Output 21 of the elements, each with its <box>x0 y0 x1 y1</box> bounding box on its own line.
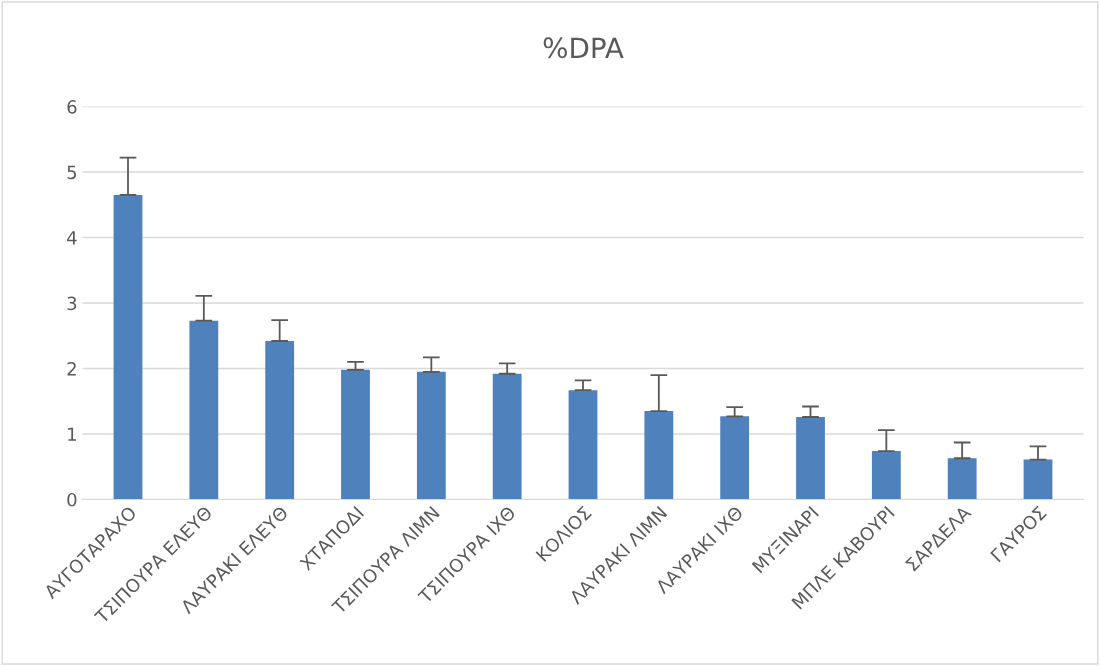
bar <box>189 320 219 500</box>
bar <box>113 194 143 500</box>
bar <box>341 369 370 500</box>
bar <box>416 371 446 500</box>
bar <box>871 451 901 500</box>
bar <box>568 390 598 500</box>
bar <box>796 416 825 500</box>
y-tick-label: 4 <box>67 231 77 245</box>
y-tick-label: 5 <box>67 165 77 180</box>
bar <box>947 458 977 500</box>
y-tick-label: 2 <box>67 361 76 376</box>
chart-title: %DPA <box>543 37 624 59</box>
y-tick-label: 1 <box>68 427 76 441</box>
bar <box>720 416 750 500</box>
bar <box>1023 459 1053 500</box>
bar <box>644 411 674 500</box>
y-tick-label: 6 <box>67 100 77 114</box>
bar <box>492 373 522 500</box>
bar <box>265 341 295 500</box>
y-tick-label: 0 <box>67 492 77 507</box>
y-tick-label: 3 <box>67 296 77 311</box>
